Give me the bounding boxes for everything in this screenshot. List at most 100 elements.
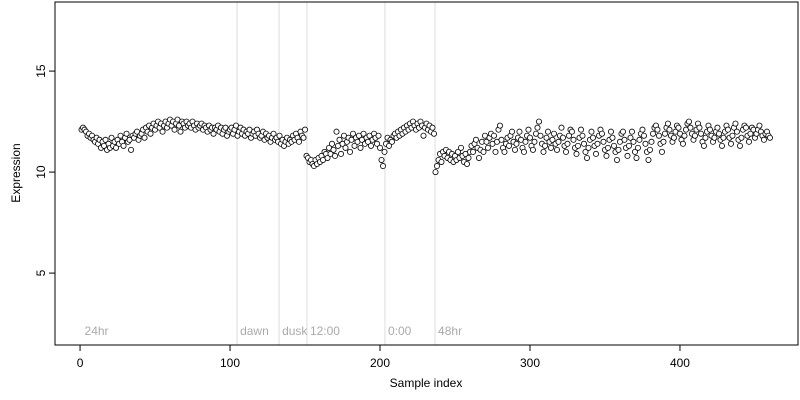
data-point bbox=[333, 128, 340, 135]
data-point bbox=[368, 142, 375, 149]
data-point bbox=[525, 126, 532, 133]
data-point bbox=[508, 128, 515, 135]
data-point bbox=[529, 146, 536, 153]
y-axis-title: Expression bbox=[9, 143, 23, 202]
data-point bbox=[631, 148, 638, 155]
data-point bbox=[516, 128, 523, 135]
data-point bbox=[613, 156, 620, 163]
data-point bbox=[585, 144, 592, 151]
data-point bbox=[433, 163, 440, 170]
data-point bbox=[742, 124, 749, 131]
data-point bbox=[577, 126, 584, 133]
data-point bbox=[565, 132, 572, 139]
data-point bbox=[559, 134, 566, 141]
data-point bbox=[733, 128, 740, 135]
event-label: 24hr bbox=[85, 324, 109, 338]
data-point bbox=[579, 132, 586, 139]
data-point bbox=[381, 148, 388, 155]
data-point bbox=[377, 144, 384, 151]
event-label: dusk bbox=[282, 324, 308, 338]
data-point bbox=[535, 118, 542, 125]
data-point bbox=[558, 124, 565, 131]
data-point bbox=[706, 126, 713, 133]
data-point bbox=[522, 138, 529, 145]
data-point bbox=[330, 146, 337, 153]
data-point bbox=[113, 144, 120, 151]
data-point bbox=[603, 152, 610, 159]
data-point bbox=[675, 124, 682, 131]
data-point bbox=[592, 150, 599, 157]
data-point bbox=[633, 154, 640, 161]
data-point bbox=[429, 124, 436, 131]
data-point bbox=[604, 144, 611, 151]
data-point bbox=[490, 132, 497, 139]
data-point bbox=[336, 136, 343, 143]
data-point bbox=[276, 132, 283, 139]
data-point bbox=[724, 126, 731, 133]
data-point bbox=[420, 132, 427, 139]
data-point bbox=[696, 124, 703, 131]
data-point bbox=[573, 150, 580, 157]
data-point bbox=[270, 130, 277, 137]
data-point bbox=[570, 136, 577, 143]
data-point bbox=[543, 134, 550, 141]
data-point bbox=[432, 169, 439, 176]
data-point bbox=[469, 148, 476, 155]
data-point bbox=[120, 142, 127, 149]
data-point bbox=[342, 144, 349, 151]
data-point bbox=[555, 138, 562, 145]
data-point bbox=[654, 126, 661, 133]
data-point bbox=[598, 130, 605, 137]
data-point bbox=[738, 134, 745, 141]
data-point bbox=[583, 154, 590, 161]
data-point bbox=[609, 134, 616, 141]
data-point bbox=[302, 126, 309, 133]
data-point bbox=[627, 134, 634, 141]
data-point bbox=[760, 136, 767, 143]
data-point bbox=[123, 130, 130, 137]
x-tick-label: 100 bbox=[220, 356, 240, 370]
data-point bbox=[541, 142, 548, 149]
data-point bbox=[147, 130, 154, 137]
data-point bbox=[324, 154, 331, 161]
data-point bbox=[338, 150, 345, 157]
data-point bbox=[655, 132, 662, 139]
data-point bbox=[540, 148, 547, 155]
data-point bbox=[636, 136, 643, 143]
data-point bbox=[600, 138, 607, 145]
data-point bbox=[594, 140, 601, 147]
data-point bbox=[661, 130, 668, 137]
data-point bbox=[700, 142, 707, 149]
data-point bbox=[756, 122, 763, 129]
data-point bbox=[300, 134, 307, 141]
data-point bbox=[711, 134, 718, 141]
data-point bbox=[534, 124, 541, 131]
data-point bbox=[625, 142, 632, 149]
data-point bbox=[108, 134, 115, 141]
data-point bbox=[350, 130, 357, 137]
data-point bbox=[531, 138, 538, 145]
data-point bbox=[736, 142, 743, 149]
data-point bbox=[159, 128, 166, 135]
data-point bbox=[610, 142, 617, 149]
data-point bbox=[766, 134, 773, 141]
data-point bbox=[501, 148, 508, 155]
data-point bbox=[658, 148, 665, 155]
data-point bbox=[607, 128, 614, 135]
data-point bbox=[670, 134, 677, 141]
x-axis-title: Sample index bbox=[390, 376, 463, 390]
data-point bbox=[483, 138, 490, 145]
data-point bbox=[679, 140, 686, 147]
data-point bbox=[714, 124, 721, 131]
data-point bbox=[484, 144, 491, 151]
data-point bbox=[639, 126, 646, 133]
data-point bbox=[562, 148, 569, 155]
plot-box bbox=[54, 1, 799, 346]
data-point bbox=[729, 132, 736, 139]
data-point bbox=[347, 148, 354, 155]
data-point bbox=[621, 136, 628, 143]
event-label: 48hr bbox=[438, 324, 462, 338]
data-point bbox=[492, 148, 499, 155]
data-point bbox=[553, 146, 560, 153]
